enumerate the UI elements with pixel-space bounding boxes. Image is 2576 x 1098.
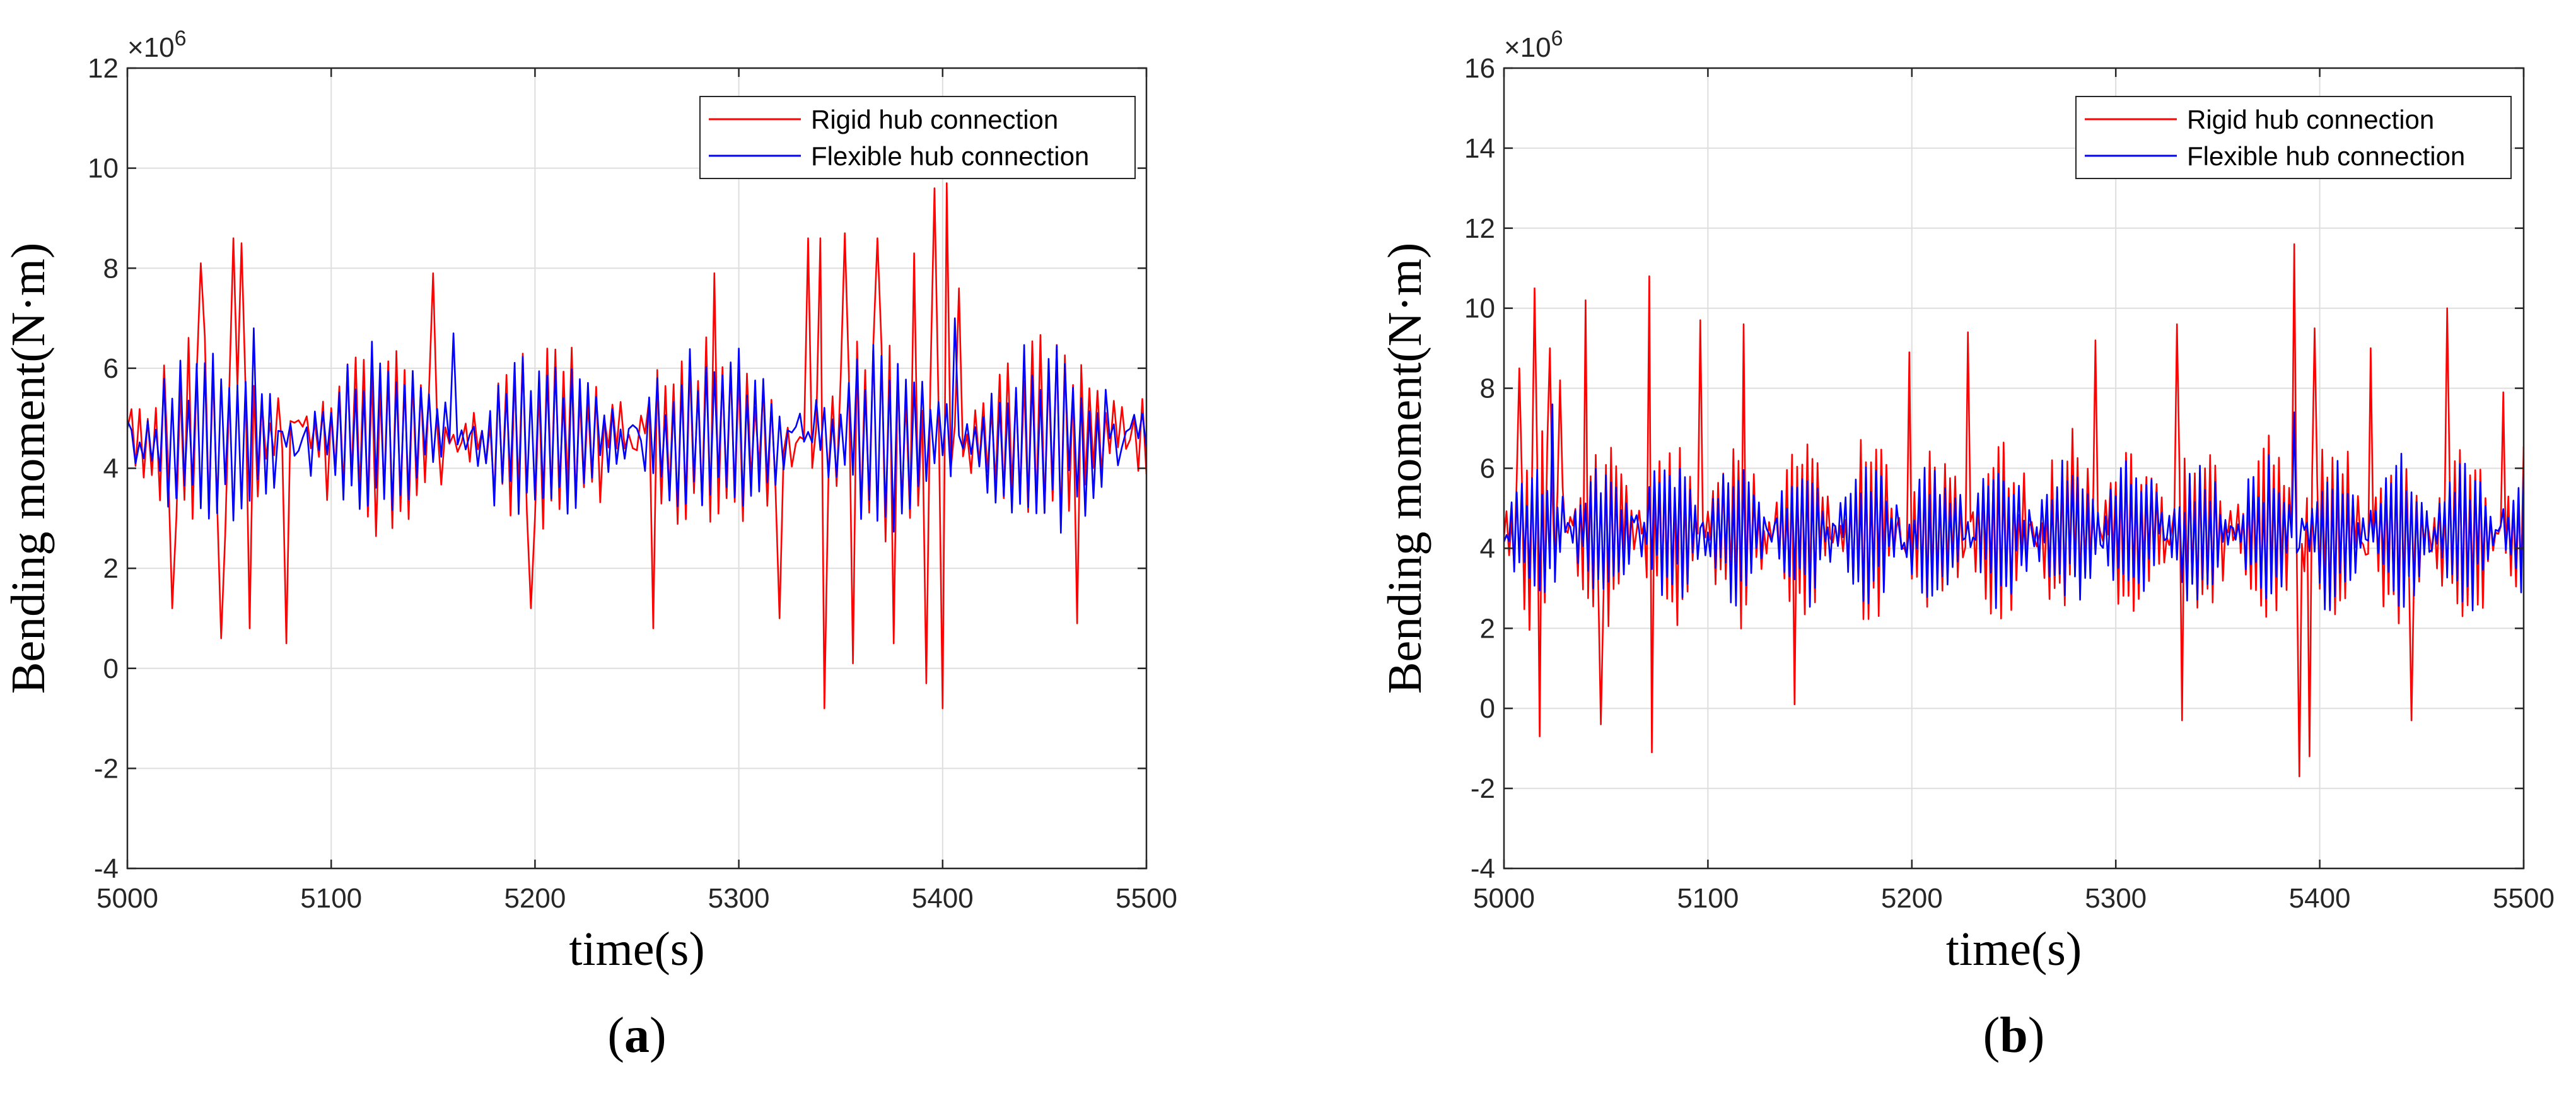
y-tick-label: 12	[1464, 213, 1495, 244]
x-axis-label: time(s)	[569, 923, 704, 976]
legend-entry-rigid: Rigid hub connection	[811, 105, 1058, 134]
y-tick-label: 2	[1480, 613, 1495, 644]
chart-panel-a: 5000 5100 5200 5300 5400 5500 -4 -2 0 2 4 6 8 10 12 ×10…	[2, 26, 1177, 1063]
y-tick-label: -2	[1471, 773, 1495, 804]
x-tick-label: 5200	[1881, 883, 1943, 914]
x-tick-label: 5300	[708, 883, 770, 914]
x-tick-label: 5200	[504, 883, 566, 914]
series-line-flexible	[1504, 403, 2524, 612]
y-tick-label: 8	[1480, 373, 1495, 404]
y-tick-label: 12	[88, 53, 119, 84]
y-tick-label: -2	[94, 753, 119, 784]
legend-box	[2075, 96, 2512, 179]
y-tick-label: 10	[1464, 293, 1495, 324]
y-tick-label: 8	[103, 253, 119, 284]
y-tick-label: 2	[103, 553, 119, 584]
legend-box	[699, 96, 1136, 179]
x-tick-label: 5100	[300, 883, 362, 914]
y-tick-label: 10	[88, 153, 119, 184]
y-axis-label: Bending moment(N·m)	[1378, 243, 1431, 694]
x-tick-label: 5500	[1116, 883, 1177, 914]
y-tick-label: 4	[103, 453, 119, 484]
legend-entry-flexible: Flexible hub connection	[811, 141, 1089, 171]
y-tick-label: 6	[1480, 453, 1495, 484]
y-tick-label: 16	[1464, 53, 1495, 84]
y-exponent-label: ×106	[127, 26, 187, 63]
legend: Rigid hub connection Flexible hub connect…	[2075, 96, 2512, 179]
series-line-flexible	[127, 317, 1146, 534]
series-line-rigid	[127, 182, 1146, 710]
y-tick-label: 4	[1480, 533, 1495, 564]
panel-label: (a)	[607, 1008, 666, 1063]
legend-entry-rigid: Rigid hub connection	[2187, 105, 2434, 134]
chart-panel-b: 5000 5100 5200 5300 5400 5500 -4 -2 0 2 4 6 8 10 12 14 1…	[1378, 26, 2555, 1063]
x-tick-label: 5000	[1473, 883, 1535, 914]
y-tick-label: 0	[1480, 693, 1495, 724]
y-tick-label: 14	[1464, 133, 1495, 164]
legend-entry-flexible: Flexible hub connection	[2187, 141, 2465, 171]
x-tick-label: 5500	[2493, 883, 2555, 914]
legend: Rigid hub connection Flexible hub connect…	[699, 96, 1136, 179]
y-tick-label: -4	[94, 853, 119, 884]
x-tick-label: 5400	[912, 883, 974, 914]
x-tick-label: 5400	[2289, 883, 2351, 914]
x-axis-label: time(s)	[1946, 923, 2082, 976]
y-tick-label: 6	[103, 353, 119, 384]
y-axis-label: Bending moment(N·m)	[2, 243, 55, 694]
x-tick-label: 5300	[2085, 883, 2147, 914]
panel-label: (b)	[1983, 1008, 2045, 1063]
y-tick-label: 0	[103, 653, 119, 684]
y-tick-label: -4	[1471, 853, 1495, 884]
y-exponent-label: ×106	[1504, 26, 1563, 63]
x-tick-label: 5100	[1677, 883, 1739, 914]
x-tick-label: 5000	[96, 883, 158, 914]
